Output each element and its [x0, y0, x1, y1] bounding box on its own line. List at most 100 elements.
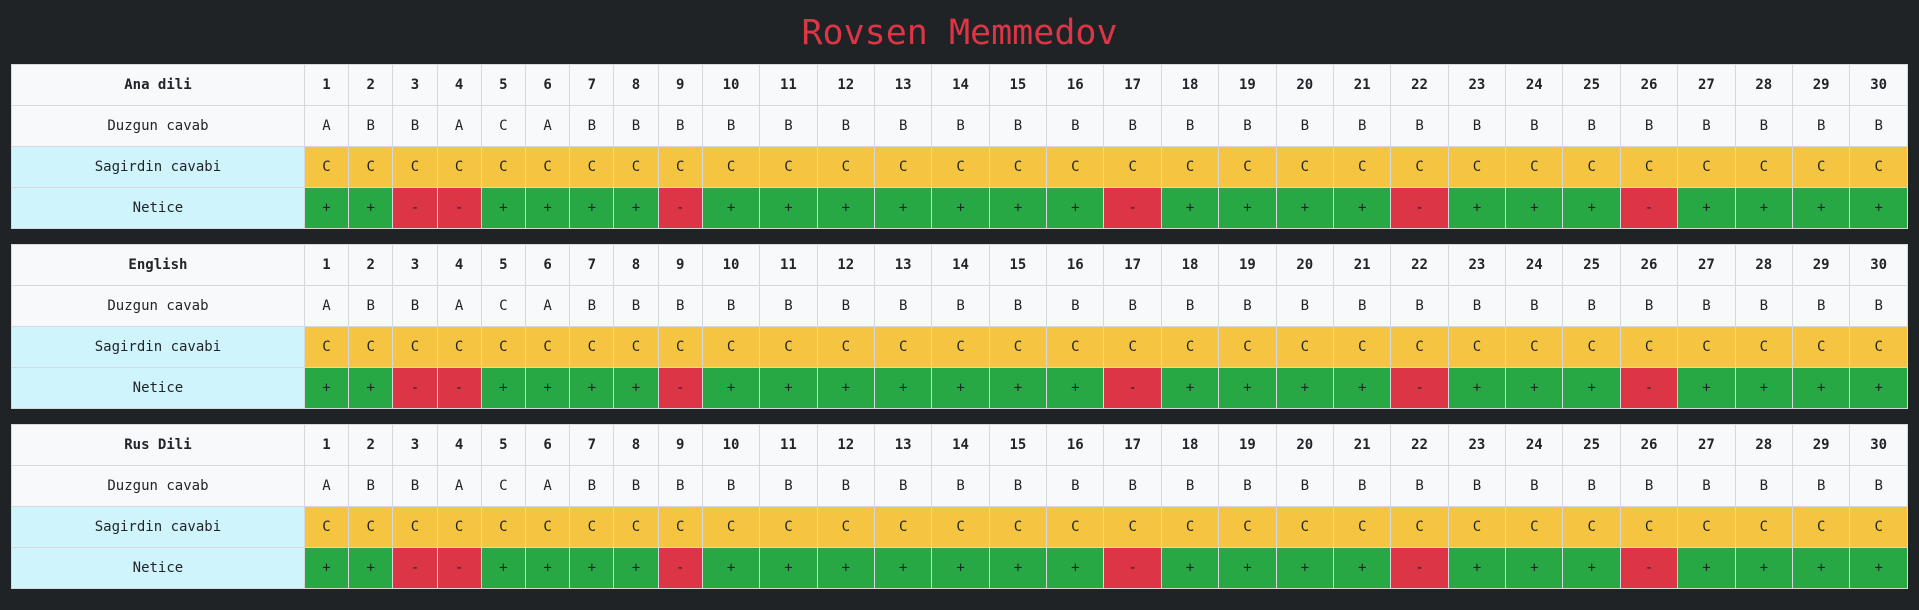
result-correct-cell: + — [480, 187, 526, 229]
correct-answer-cell: B — [1390, 105, 1449, 147]
result-correct-cell: + — [701, 367, 761, 409]
student-answer-label: Sagirdin cavabi — [11, 146, 305, 188]
result-wrong-cell: - — [392, 187, 438, 229]
correct-answer-cell: B — [348, 285, 394, 327]
student-answer-cell: C — [873, 506, 933, 548]
correct-answer-label: Duzgun cavab — [11, 105, 305, 147]
correct-answer-cell: A — [436, 465, 482, 507]
student-answer-cell: C — [1275, 146, 1334, 188]
result-wrong-cell: - — [436, 547, 482, 589]
result-correct-cell: + — [1046, 187, 1105, 229]
question-number: 13 — [873, 244, 933, 286]
correct-answer-cell: B — [1562, 105, 1621, 147]
result-correct-cell: + — [701, 187, 761, 229]
student-answer-cell: C — [569, 146, 615, 188]
result-correct-cell: + — [1447, 547, 1507, 589]
student-answer-cell: C — [701, 506, 761, 548]
correct-answer-cell: B — [657, 465, 703, 507]
correct-answer-label: Duzgun cavab — [11, 465, 305, 507]
page-title: Rovsen Memmedov — [801, 13, 1118, 53]
correct-answer-cell: B — [1849, 285, 1908, 327]
result-correct-cell: + — [1562, 367, 1621, 409]
student-answer-cell: C — [613, 146, 659, 188]
question-number: 17 — [1103, 64, 1162, 106]
question-number: 10 — [701, 64, 761, 106]
student-answer-cell: C — [931, 326, 990, 368]
result-correct-cell: + — [480, 547, 526, 589]
correct-answer-cell: B — [1103, 105, 1162, 147]
question-number: 6 — [524, 244, 571, 286]
student-answer-cell: C — [480, 146, 526, 188]
student-answer-cell: C — [759, 326, 818, 368]
subject-table: Rus Dili 1 2 3 4 5 6 7 8 9 10 11 12 13 14 15 16 17 18 19 20 2… — [11, 424, 1908, 589]
student-answer-cell: C — [524, 146, 571, 188]
correct-answer-row: Duzgun cavab A B B A C A B B B B B B B B B B B B B B B B B B B B B B… — [11, 285, 1908, 327]
question-number: 26 — [1619, 424, 1679, 466]
result-wrong-cell: - — [1103, 187, 1162, 229]
correct-answer-cell: B — [1849, 465, 1908, 507]
question-number: 29 — [1791, 424, 1851, 466]
question-number: 21 — [1332, 64, 1392, 106]
correct-answer-cell: B — [1218, 105, 1277, 147]
student-answer-cell: C — [1849, 146, 1908, 188]
question-number: 15 — [988, 424, 1048, 466]
student-answer-label: Sagirdin cavabi — [11, 326, 305, 368]
correct-answer-cell: B — [1734, 465, 1793, 507]
question-number: 18 — [1160, 424, 1220, 466]
result-correct-cell: + — [1275, 187, 1334, 229]
result-wrong-cell: - — [1390, 547, 1449, 589]
result-correct-cell: + — [348, 367, 394, 409]
result-correct-cell: + — [524, 187, 571, 229]
result-correct-cell: + — [873, 547, 933, 589]
student-answer-cell: C — [1619, 506, 1679, 548]
question-number: 26 — [1619, 244, 1679, 286]
question-number: 2 — [348, 244, 394, 286]
result-correct-cell: + — [1275, 367, 1334, 409]
question-number: 9 — [657, 244, 703, 286]
student-answer-cell: C — [480, 326, 526, 368]
correct-answer-cell: B — [1505, 105, 1564, 147]
result-correct-cell: + — [303, 547, 350, 589]
correct-answer-cell: B — [1505, 285, 1564, 327]
question-number: 27 — [1677, 424, 1736, 466]
student-answer-cell: C — [348, 326, 394, 368]
correct-answer-cell: B — [1332, 465, 1392, 507]
student-answer-cell: C — [1677, 506, 1736, 548]
correct-answer-cell: B — [348, 465, 394, 507]
correct-answer-cell: B — [1677, 105, 1736, 147]
correct-answer-cell: B — [701, 285, 761, 327]
correct-answer-cell: A — [436, 285, 482, 327]
student-answer-cell: C — [816, 506, 875, 548]
correct-answer-cell: B — [1791, 105, 1851, 147]
result-correct-cell: + — [1046, 367, 1105, 409]
question-number: 26 — [1619, 64, 1679, 106]
question-number: 9 — [657, 424, 703, 466]
result-correct-cell: + — [988, 187, 1048, 229]
result-label: Netice — [11, 367, 305, 409]
correct-answer-cell: B — [1218, 465, 1277, 507]
result-wrong-cell: - — [657, 547, 703, 589]
student-answer-cell: C — [303, 146, 350, 188]
student-answer-cell: C — [1046, 506, 1105, 548]
question-number: 21 — [1332, 424, 1392, 466]
question-number: 15 — [988, 64, 1048, 106]
correct-answer-cell: B — [1562, 465, 1621, 507]
question-number: 14 — [931, 244, 990, 286]
correct-answer-cell: A — [303, 465, 350, 507]
result-correct-cell: + — [613, 187, 659, 229]
question-number: 5 — [480, 64, 526, 106]
student-answer-cell: C — [303, 326, 350, 368]
correct-answer-cell: B — [569, 465, 615, 507]
student-answer-cell: C — [1332, 146, 1392, 188]
question-number: 20 — [1275, 244, 1334, 286]
student-answer-cell: C — [392, 506, 438, 548]
result-wrong-cell: - — [657, 367, 703, 409]
student-answer-cell: C — [1160, 506, 1220, 548]
correct-answer-cell: B — [1734, 105, 1793, 147]
student-answer-cell: C — [1562, 506, 1621, 548]
question-number: 28 — [1734, 64, 1793, 106]
student-answer-cell: C — [1734, 146, 1793, 188]
result-correct-cell: + — [1447, 187, 1507, 229]
result-correct-cell: + — [1160, 187, 1220, 229]
correct-answer-cell: B — [1791, 465, 1851, 507]
